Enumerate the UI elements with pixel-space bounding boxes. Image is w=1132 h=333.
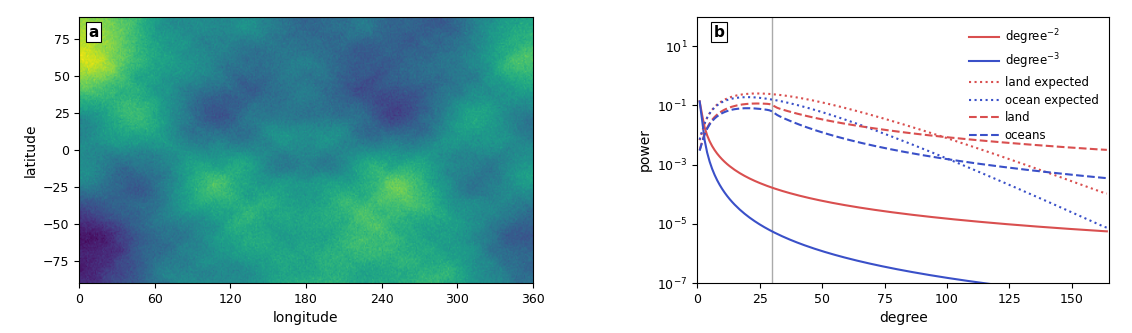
- Y-axis label: latitude: latitude: [24, 123, 37, 176]
- Text: a: a: [88, 25, 98, 40]
- Legend: degree$^{-2}$, degree$^{-3}$, land expected, ocean expected, land, oceans: degree$^{-2}$, degree$^{-3}$, land expec…: [964, 23, 1104, 147]
- Y-axis label: power: power: [637, 128, 652, 171]
- X-axis label: longitude: longitude: [273, 311, 338, 325]
- Text: b: b: [713, 25, 724, 40]
- X-axis label: degree: degree: [878, 311, 927, 325]
